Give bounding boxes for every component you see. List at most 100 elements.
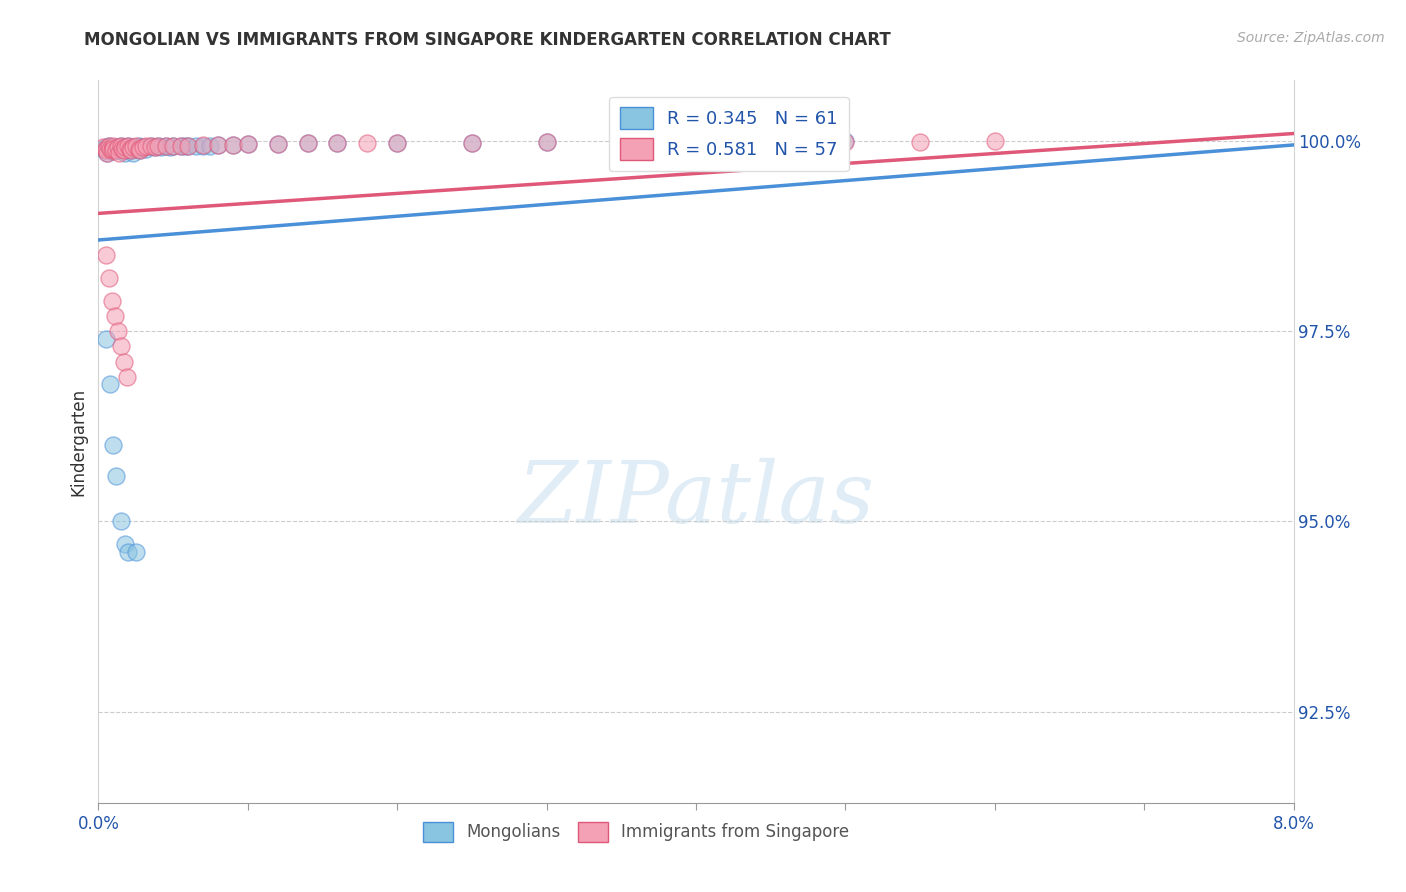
Point <box>103 139 125 153</box>
Point <box>97 139 120 153</box>
Point <box>139 139 162 153</box>
Point <box>94 143 117 157</box>
Point <box>139 139 162 153</box>
Point <box>129 143 152 157</box>
Point <box>297 136 319 151</box>
Point <box>207 137 229 152</box>
Point <box>94 248 117 262</box>
Point <box>236 137 259 152</box>
Point <box>107 140 129 154</box>
Point <box>104 309 127 323</box>
Point <box>94 143 117 157</box>
Text: MONGOLIAN VS IMMIGRANTS FROM SINGAPORE KINDERGARTEN CORRELATION CHART: MONGOLIAN VS IMMIGRANTS FROM SINGAPORE K… <box>84 31 891 49</box>
Point <box>143 140 166 154</box>
Point <box>107 324 129 338</box>
Point <box>834 134 856 148</box>
Point <box>117 139 139 153</box>
Point <box>200 138 222 153</box>
Point <box>174 139 197 153</box>
Point <box>162 138 184 153</box>
Point <box>128 142 150 156</box>
Point <box>110 339 132 353</box>
Point <box>105 143 128 157</box>
Point <box>759 135 782 149</box>
Point <box>326 136 349 151</box>
Point <box>385 136 409 150</box>
Point <box>103 438 125 452</box>
Point <box>132 140 155 154</box>
Text: Source: ZipAtlas.com: Source: ZipAtlas.com <box>1237 31 1385 45</box>
Point <box>132 140 155 154</box>
Point <box>118 142 141 156</box>
Point <box>117 139 139 153</box>
Point <box>135 142 157 156</box>
Point <box>108 143 131 157</box>
Point <box>103 144 125 158</box>
Point <box>759 135 782 149</box>
Point <box>155 139 177 153</box>
Point <box>222 137 245 152</box>
Point <box>128 139 150 153</box>
Point <box>111 142 134 156</box>
Point <box>908 135 931 149</box>
Point <box>356 136 378 151</box>
Point <box>110 515 132 529</box>
Point <box>326 136 349 151</box>
Point <box>114 145 136 160</box>
Point <box>984 134 1007 148</box>
Point <box>91 140 114 154</box>
Point <box>461 136 484 150</box>
Point <box>191 137 214 152</box>
Point <box>96 145 118 160</box>
Point <box>385 136 409 150</box>
Point <box>159 140 181 154</box>
Point <box>169 138 191 153</box>
Point <box>112 143 135 157</box>
Point <box>105 142 128 156</box>
Point <box>118 142 141 156</box>
Point <box>461 136 484 150</box>
Point <box>108 145 131 160</box>
Point <box>94 332 117 346</box>
Point <box>610 135 633 149</box>
Point <box>297 136 319 151</box>
Point <box>98 142 122 156</box>
Point <box>143 140 166 154</box>
Point <box>91 142 114 156</box>
Point <box>267 137 290 152</box>
Point <box>115 370 138 384</box>
Point <box>236 137 259 152</box>
Point <box>98 377 122 392</box>
Point <box>267 137 290 152</box>
Point <box>207 137 229 152</box>
Point <box>103 142 125 156</box>
Legend: Mongolians, Immigrants from Singapore: Mongolians, Immigrants from Singapore <box>416 815 856 848</box>
Point <box>685 135 707 149</box>
Point <box>125 139 148 153</box>
Point <box>162 139 184 153</box>
Point <box>177 138 200 153</box>
Point <box>124 140 146 154</box>
Point <box>97 271 120 285</box>
Point <box>114 140 136 154</box>
Point <box>96 145 118 160</box>
Point <box>184 138 207 153</box>
Point <box>120 143 142 157</box>
Point <box>105 468 128 483</box>
Text: ZIPatlas: ZIPatlas <box>517 458 875 541</box>
Point <box>685 135 707 149</box>
Point <box>169 138 191 153</box>
Point <box>120 143 142 157</box>
Point <box>101 143 124 157</box>
Point <box>103 140 125 154</box>
Point <box>94 142 117 156</box>
Point <box>101 143 124 157</box>
Point <box>834 135 856 149</box>
Point <box>610 135 633 149</box>
Point <box>107 140 129 154</box>
Point <box>97 139 120 153</box>
Point <box>135 139 157 153</box>
Point <box>125 142 148 156</box>
Point <box>177 138 200 153</box>
Point <box>148 139 170 153</box>
